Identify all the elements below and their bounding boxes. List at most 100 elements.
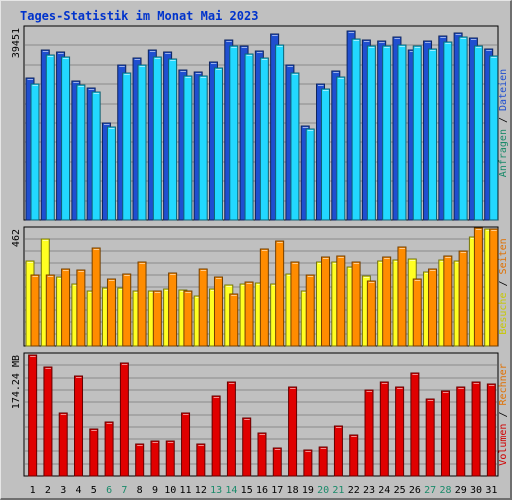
bar-seiten-day-29 bbox=[458, 250, 468, 347]
bar-anfragen-day-26 bbox=[412, 45, 422, 221]
bar-seiten-day-16 bbox=[259, 248, 269, 347]
bar-volumen-day-2 bbox=[43, 366, 53, 477]
bar-volumen-day-21 bbox=[333, 425, 343, 477]
bar-seiten-day-25 bbox=[397, 246, 407, 347]
bar-anfragen-day-22 bbox=[351, 38, 361, 221]
bar-anfragen-day-31 bbox=[489, 55, 499, 221]
bar-seiten-day-9 bbox=[152, 290, 162, 347]
bar-anfragen-day-18 bbox=[290, 72, 300, 221]
bar-anfragen-day-6 bbox=[106, 126, 116, 221]
bar-volumen-day-19 bbox=[303, 449, 313, 477]
series-legend-label: Besuche / Seiten bbox=[498, 238, 509, 334]
bar-seiten-day-6 bbox=[106, 278, 116, 347]
bar-anfragen-day-2 bbox=[45, 54, 55, 221]
bar-volumen-day-10 bbox=[165, 440, 175, 477]
x-tick-label-day-11: 11 bbox=[180, 485, 192, 496]
bar-seiten-day-1 bbox=[30, 274, 40, 347]
x-tick-label-day-7: 7 bbox=[121, 485, 127, 496]
bar-anfragen-day-30 bbox=[473, 45, 483, 221]
bar-anfragen-day-8 bbox=[137, 64, 147, 221]
legend-label-part: Seiten bbox=[498, 238, 509, 274]
bar-seiten-day-27 bbox=[428, 268, 438, 347]
x-tick-label-day-5: 5 bbox=[91, 485, 97, 496]
bar-anfragen-day-1 bbox=[30, 83, 40, 221]
bar-seiten-day-14 bbox=[229, 293, 239, 347]
x-tick-label-day-24: 24 bbox=[378, 485, 390, 496]
bar-volumen-day-20 bbox=[318, 446, 328, 477]
series-legend-label: Volumen / Rechner bbox=[498, 363, 509, 465]
x-tick-label-day-26: 26 bbox=[409, 485, 421, 496]
bar-volumen-day-4 bbox=[74, 375, 84, 477]
x-tick-label-day-22: 22 bbox=[348, 485, 360, 496]
bar-seiten-day-31 bbox=[489, 228, 499, 347]
legend-label-part: / bbox=[498, 111, 509, 129]
chart-title: Tages-Statistik im Monat Mai 2023 bbox=[20, 9, 259, 23]
x-tick-label-day-6: 6 bbox=[106, 485, 112, 496]
bar-volumen-day-31 bbox=[486, 383, 496, 477]
bar-seiten-day-18 bbox=[290, 261, 300, 347]
bar-anfragen-day-9 bbox=[152, 56, 162, 221]
x-tick-label-day-16: 16 bbox=[256, 485, 268, 496]
bar-anfragen-day-20 bbox=[321, 88, 331, 221]
bar-volumen-day-15 bbox=[242, 417, 252, 477]
bar-volumen-day-28 bbox=[440, 390, 450, 477]
series-legend-label: Anfragen / Dateien bbox=[498, 69, 509, 177]
bar-seiten-day-13 bbox=[213, 276, 223, 347]
x-tick-label-day-30: 30 bbox=[470, 485, 482, 496]
x-tick-label-day-23: 23 bbox=[363, 485, 375, 496]
y-max-label: 39451 bbox=[11, 28, 22, 58]
x-tick-label-day-1: 1 bbox=[30, 485, 36, 496]
x-tick-label-day-18: 18 bbox=[287, 485, 299, 496]
bar-anfragen-day-11 bbox=[183, 75, 193, 221]
y-max-label: 174.24 MB bbox=[11, 355, 22, 409]
x-tick-label-day-13: 13 bbox=[210, 485, 222, 496]
bar-seiten-day-22 bbox=[351, 261, 361, 347]
legend-label-part: Volumen bbox=[498, 424, 509, 466]
bar-seiten-day-26 bbox=[412, 278, 422, 347]
bar-volumen-day-24 bbox=[379, 381, 389, 477]
bar-seiten-day-7 bbox=[122, 273, 132, 347]
bar-volumen-day-5 bbox=[89, 428, 99, 477]
legend-label-part: / bbox=[498, 405, 509, 423]
legend-label-part: Besuche bbox=[498, 293, 509, 335]
x-tick-label-day-28: 28 bbox=[439, 485, 451, 496]
legend-label-part: Anfragen bbox=[498, 129, 509, 177]
y-max-label: 462 bbox=[11, 229, 22, 247]
x-tick-label-day-25: 25 bbox=[394, 485, 406, 496]
bar-anfragen-day-5 bbox=[91, 91, 101, 221]
x-tick-label-day-21: 21 bbox=[332, 485, 344, 496]
bar-seiten-day-20 bbox=[321, 256, 331, 347]
bar-seiten-day-11 bbox=[183, 290, 193, 347]
bar-anfragen-day-7 bbox=[122, 72, 132, 221]
bar-seiten-day-4 bbox=[76, 269, 86, 347]
bar-seiten-day-12 bbox=[198, 268, 208, 347]
bar-seiten-day-17 bbox=[275, 240, 285, 347]
bar-seiten-day-3 bbox=[61, 268, 71, 347]
bar-volumen-day-8 bbox=[135, 443, 145, 477]
x-tick-label-day-31: 31 bbox=[485, 485, 497, 496]
legend-label-part: Rechner bbox=[498, 363, 509, 405]
bar-anfragen-day-21 bbox=[336, 76, 346, 221]
bar-anfragen-day-24 bbox=[382, 45, 392, 221]
bar-volumen-day-17 bbox=[272, 447, 282, 477]
bar-anfragen-day-4 bbox=[76, 84, 86, 221]
bar-volumen-day-27 bbox=[425, 398, 435, 477]
bar-seiten-day-15 bbox=[244, 281, 254, 347]
x-tick-label-day-4: 4 bbox=[75, 485, 81, 496]
bar-volumen-day-16 bbox=[257, 432, 267, 477]
x-tick-label-day-29: 29 bbox=[455, 485, 467, 496]
x-tick-label-day-12: 12 bbox=[195, 485, 207, 496]
bar-volumen-day-1 bbox=[28, 354, 38, 477]
x-tick-label-day-14: 14 bbox=[225, 485, 237, 496]
legend-label-part: / bbox=[498, 274, 509, 292]
bar-seiten-day-8 bbox=[137, 261, 147, 347]
x-tick-label-day-8: 8 bbox=[137, 485, 143, 496]
bar-seiten-day-23 bbox=[366, 280, 376, 347]
bar-seiten-day-5 bbox=[91, 247, 101, 347]
bar-anfragen-day-15 bbox=[244, 53, 254, 221]
bar-volumen-day-7 bbox=[119, 362, 129, 477]
x-tick-label-day-15: 15 bbox=[241, 485, 253, 496]
bar-volumen-day-23 bbox=[364, 389, 374, 477]
x-tick-label-day-27: 27 bbox=[424, 485, 436, 496]
bar-anfragen-day-13 bbox=[213, 67, 223, 221]
